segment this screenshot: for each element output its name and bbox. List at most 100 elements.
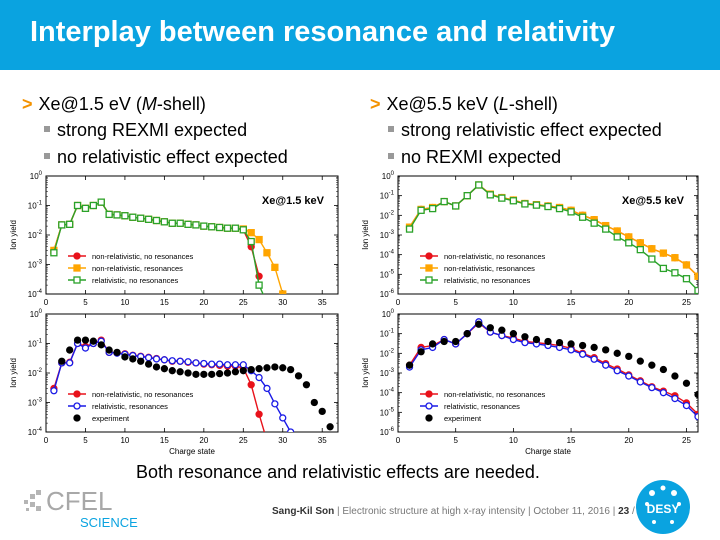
data-point bbox=[567, 346, 575, 354]
data-point bbox=[279, 364, 287, 372]
data-point bbox=[200, 359, 208, 368]
data-point bbox=[247, 365, 255, 374]
y-tick-label: 10-4 bbox=[380, 388, 395, 398]
data-point bbox=[168, 219, 176, 227]
data-point bbox=[694, 390, 698, 399]
data-point bbox=[671, 269, 679, 277]
plot-area bbox=[405, 181, 698, 294]
data-point bbox=[590, 343, 598, 352]
data-point bbox=[578, 213, 587, 221]
data-point bbox=[521, 338, 529, 347]
data-point bbox=[208, 370, 216, 378]
legend-marker bbox=[73, 402, 81, 410]
x-tick-label: 20 bbox=[624, 436, 633, 445]
plot-frame bbox=[397, 175, 699, 295]
y-tick-label: 10-2 bbox=[380, 210, 395, 220]
x-tick-label: 30 bbox=[278, 298, 287, 307]
x-tick-label: 20 bbox=[624, 298, 633, 307]
plot-area bbox=[50, 198, 287, 294]
x-tick-label: 20 bbox=[199, 436, 208, 445]
legend-label: non-relativistic, no resonances bbox=[92, 252, 194, 261]
data-point bbox=[486, 324, 494, 332]
data-point bbox=[66, 220, 74, 228]
data-point bbox=[105, 210, 113, 219]
plot-frame bbox=[397, 313, 699, 433]
y-tick-label: 10-4 bbox=[28, 289, 43, 299]
data-point bbox=[636, 245, 644, 254]
data-point bbox=[223, 369, 232, 377]
legend-label: non-relativistic, no resonances bbox=[444, 252, 546, 261]
data-point bbox=[215, 223, 224, 232]
data-point bbox=[97, 198, 105, 206]
data-point bbox=[428, 340, 437, 348]
legend-marker bbox=[73, 390, 81, 398]
data-point bbox=[176, 357, 184, 365]
x-tick-label: 15 bbox=[567, 436, 576, 445]
data-point bbox=[152, 363, 161, 371]
data-point bbox=[682, 379, 691, 387]
data-point bbox=[405, 361, 414, 369]
data-point bbox=[184, 358, 192, 366]
x-tick-label: 35 bbox=[318, 436, 327, 445]
legend-marker bbox=[425, 414, 433, 422]
data-point bbox=[271, 263, 279, 272]
footer: Sang-Kil Son | Electronic structure at h… bbox=[272, 506, 649, 517]
data-point bbox=[613, 367, 621, 375]
series-3 bbox=[405, 181, 698, 294]
left-heading: > Xe@1.5 eV (M-shell) bbox=[22, 94, 206, 115]
right-bullet-1: strong relativistic effect expected bbox=[388, 120, 662, 141]
data-point bbox=[302, 381, 311, 389]
data-point bbox=[659, 249, 668, 257]
title-bar bbox=[0, 0, 720, 70]
data-point bbox=[89, 337, 98, 345]
y-tick-label: 100 bbox=[382, 171, 395, 181]
data-point bbox=[271, 363, 279, 371]
data-point bbox=[486, 191, 494, 199]
data-point bbox=[152, 216, 161, 225]
cfel-logo-sub: SCIENCE bbox=[80, 515, 138, 530]
x-tick-label: 10 bbox=[509, 298, 518, 307]
x-tick-label: 25 bbox=[682, 298, 691, 307]
data-point bbox=[602, 225, 610, 233]
x-tick-label: 10 bbox=[120, 436, 129, 445]
data-point bbox=[168, 367, 176, 375]
plot-frame bbox=[45, 175, 339, 295]
data-point bbox=[200, 222, 208, 230]
legend-marker bbox=[425, 276, 433, 284]
bullet-square-icon bbox=[44, 153, 50, 160]
data-point bbox=[271, 400, 279, 408]
bullet-square-icon bbox=[388, 153, 394, 160]
series-3 bbox=[58, 336, 334, 431]
series-2 bbox=[50, 337, 295, 432]
data-point bbox=[255, 410, 263, 418]
right-heading-b: -shell) bbox=[508, 94, 558, 114]
y-tick-label: 10-3 bbox=[28, 260, 43, 270]
footer-author: Sang-Kil Son bbox=[272, 506, 335, 517]
x-tick-label: 25 bbox=[682, 436, 691, 445]
chart-4: 0 5 10 15 20 25 10-6 10-5 10-4 10-3 10-2 10-1 100 Ion… bbox=[361, 309, 699, 456]
x-tick-label: 30 bbox=[278, 436, 287, 445]
plot-area bbox=[50, 336, 334, 432]
cfel-logo-text: CFEL bbox=[46, 486, 112, 516]
data-point bbox=[613, 349, 621, 357]
data-point bbox=[279, 290, 287, 294]
chart-2: 0 5 10 15 20 25 10-6 10-5 10-4 10-3 10-2 10-1 100 Ion… bbox=[361, 171, 699, 307]
data-point bbox=[263, 364, 271, 372]
data-point bbox=[452, 202, 460, 210]
data-point bbox=[192, 359, 200, 367]
y-tick-label: 10-1 bbox=[380, 329, 395, 339]
y-tick-label: 100 bbox=[30, 309, 43, 319]
data-point bbox=[452, 337, 460, 346]
y-tick-label: 10-2 bbox=[28, 368, 43, 378]
data-point bbox=[208, 360, 216, 368]
data-point bbox=[555, 204, 564, 213]
right-heading-em: L bbox=[498, 94, 509, 114]
series-3 bbox=[405, 320, 698, 399]
data-point bbox=[509, 335, 518, 344]
data-point bbox=[184, 369, 192, 377]
data-point bbox=[613, 233, 621, 241]
data-point bbox=[279, 414, 287, 422]
left-bullet-1: strong REXMI expected bbox=[44, 120, 247, 141]
x-tick-label: 25 bbox=[239, 436, 248, 445]
